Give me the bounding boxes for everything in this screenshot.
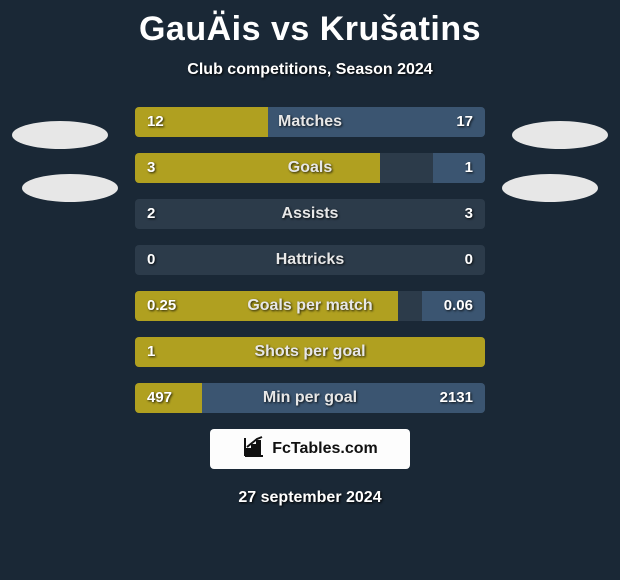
stat-row: Goals3 1 <box>135 153 485 183</box>
stat-row: Hattricks0 0 <box>135 245 485 275</box>
player1-crest-primary <box>12 121 108 149</box>
stat-row: Assists2 3 <box>135 199 485 229</box>
branding-text: FcTables.com <box>272 440 378 458</box>
stat-label: Hattricks <box>135 245 485 275</box>
player1-crest-secondary <box>22 174 118 202</box>
stat-value-left: 12 <box>147 107 164 137</box>
stat-value-left: 1 <box>147 337 155 367</box>
page-title: GauÄis vs Krušatins <box>0 0 620 49</box>
stats-area: Matches1217Goals31Assists23Hattricks00Go… <box>0 107 620 413</box>
stat-row: Matches12 17 <box>135 107 485 137</box>
stat-label: Shots per goal <box>135 337 485 367</box>
stat-row: Shots per goal1 <box>135 337 485 367</box>
stat-row: Goals per match0.25 0.06 <box>135 291 485 321</box>
stat-value-right: 0.06 <box>444 291 473 321</box>
stat-value-left: 0 <box>147 245 155 275</box>
stat-label: Matches <box>135 107 485 137</box>
stat-row: Min per goal497 2131 <box>135 383 485 413</box>
stats-container: Matches1217Goals31Assists23Hattricks00Go… <box>135 107 485 413</box>
stat-value-left: 3 <box>147 153 155 183</box>
stat-value-left: 0.25 <box>147 291 176 321</box>
stat-value-left: 2 <box>147 199 155 229</box>
stat-value-left: 497 <box>147 383 172 413</box>
stat-label: Goals <box>135 153 485 183</box>
stat-label: Goals per match <box>135 291 485 321</box>
stat-value-right: 1 <box>465 153 473 183</box>
stat-label: Assists <box>135 199 485 229</box>
stat-value-right: 3 <box>465 199 473 229</box>
branding-chart-icon <box>242 435 266 464</box>
page-subtitle: Club competitions, Season 2024 <box>0 61 620 79</box>
date-label: 27 september 2024 <box>0 489 620 507</box>
player2-crest-primary <box>512 121 608 149</box>
stat-value-right: 17 <box>456 107 473 137</box>
stat-value-right: 0 <box>465 245 473 275</box>
branding-badge: FcTables.com <box>210 429 410 469</box>
stat-label: Min per goal <box>135 383 485 413</box>
player2-crest-secondary <box>502 174 598 202</box>
stat-value-right: 2131 <box>440 383 473 413</box>
